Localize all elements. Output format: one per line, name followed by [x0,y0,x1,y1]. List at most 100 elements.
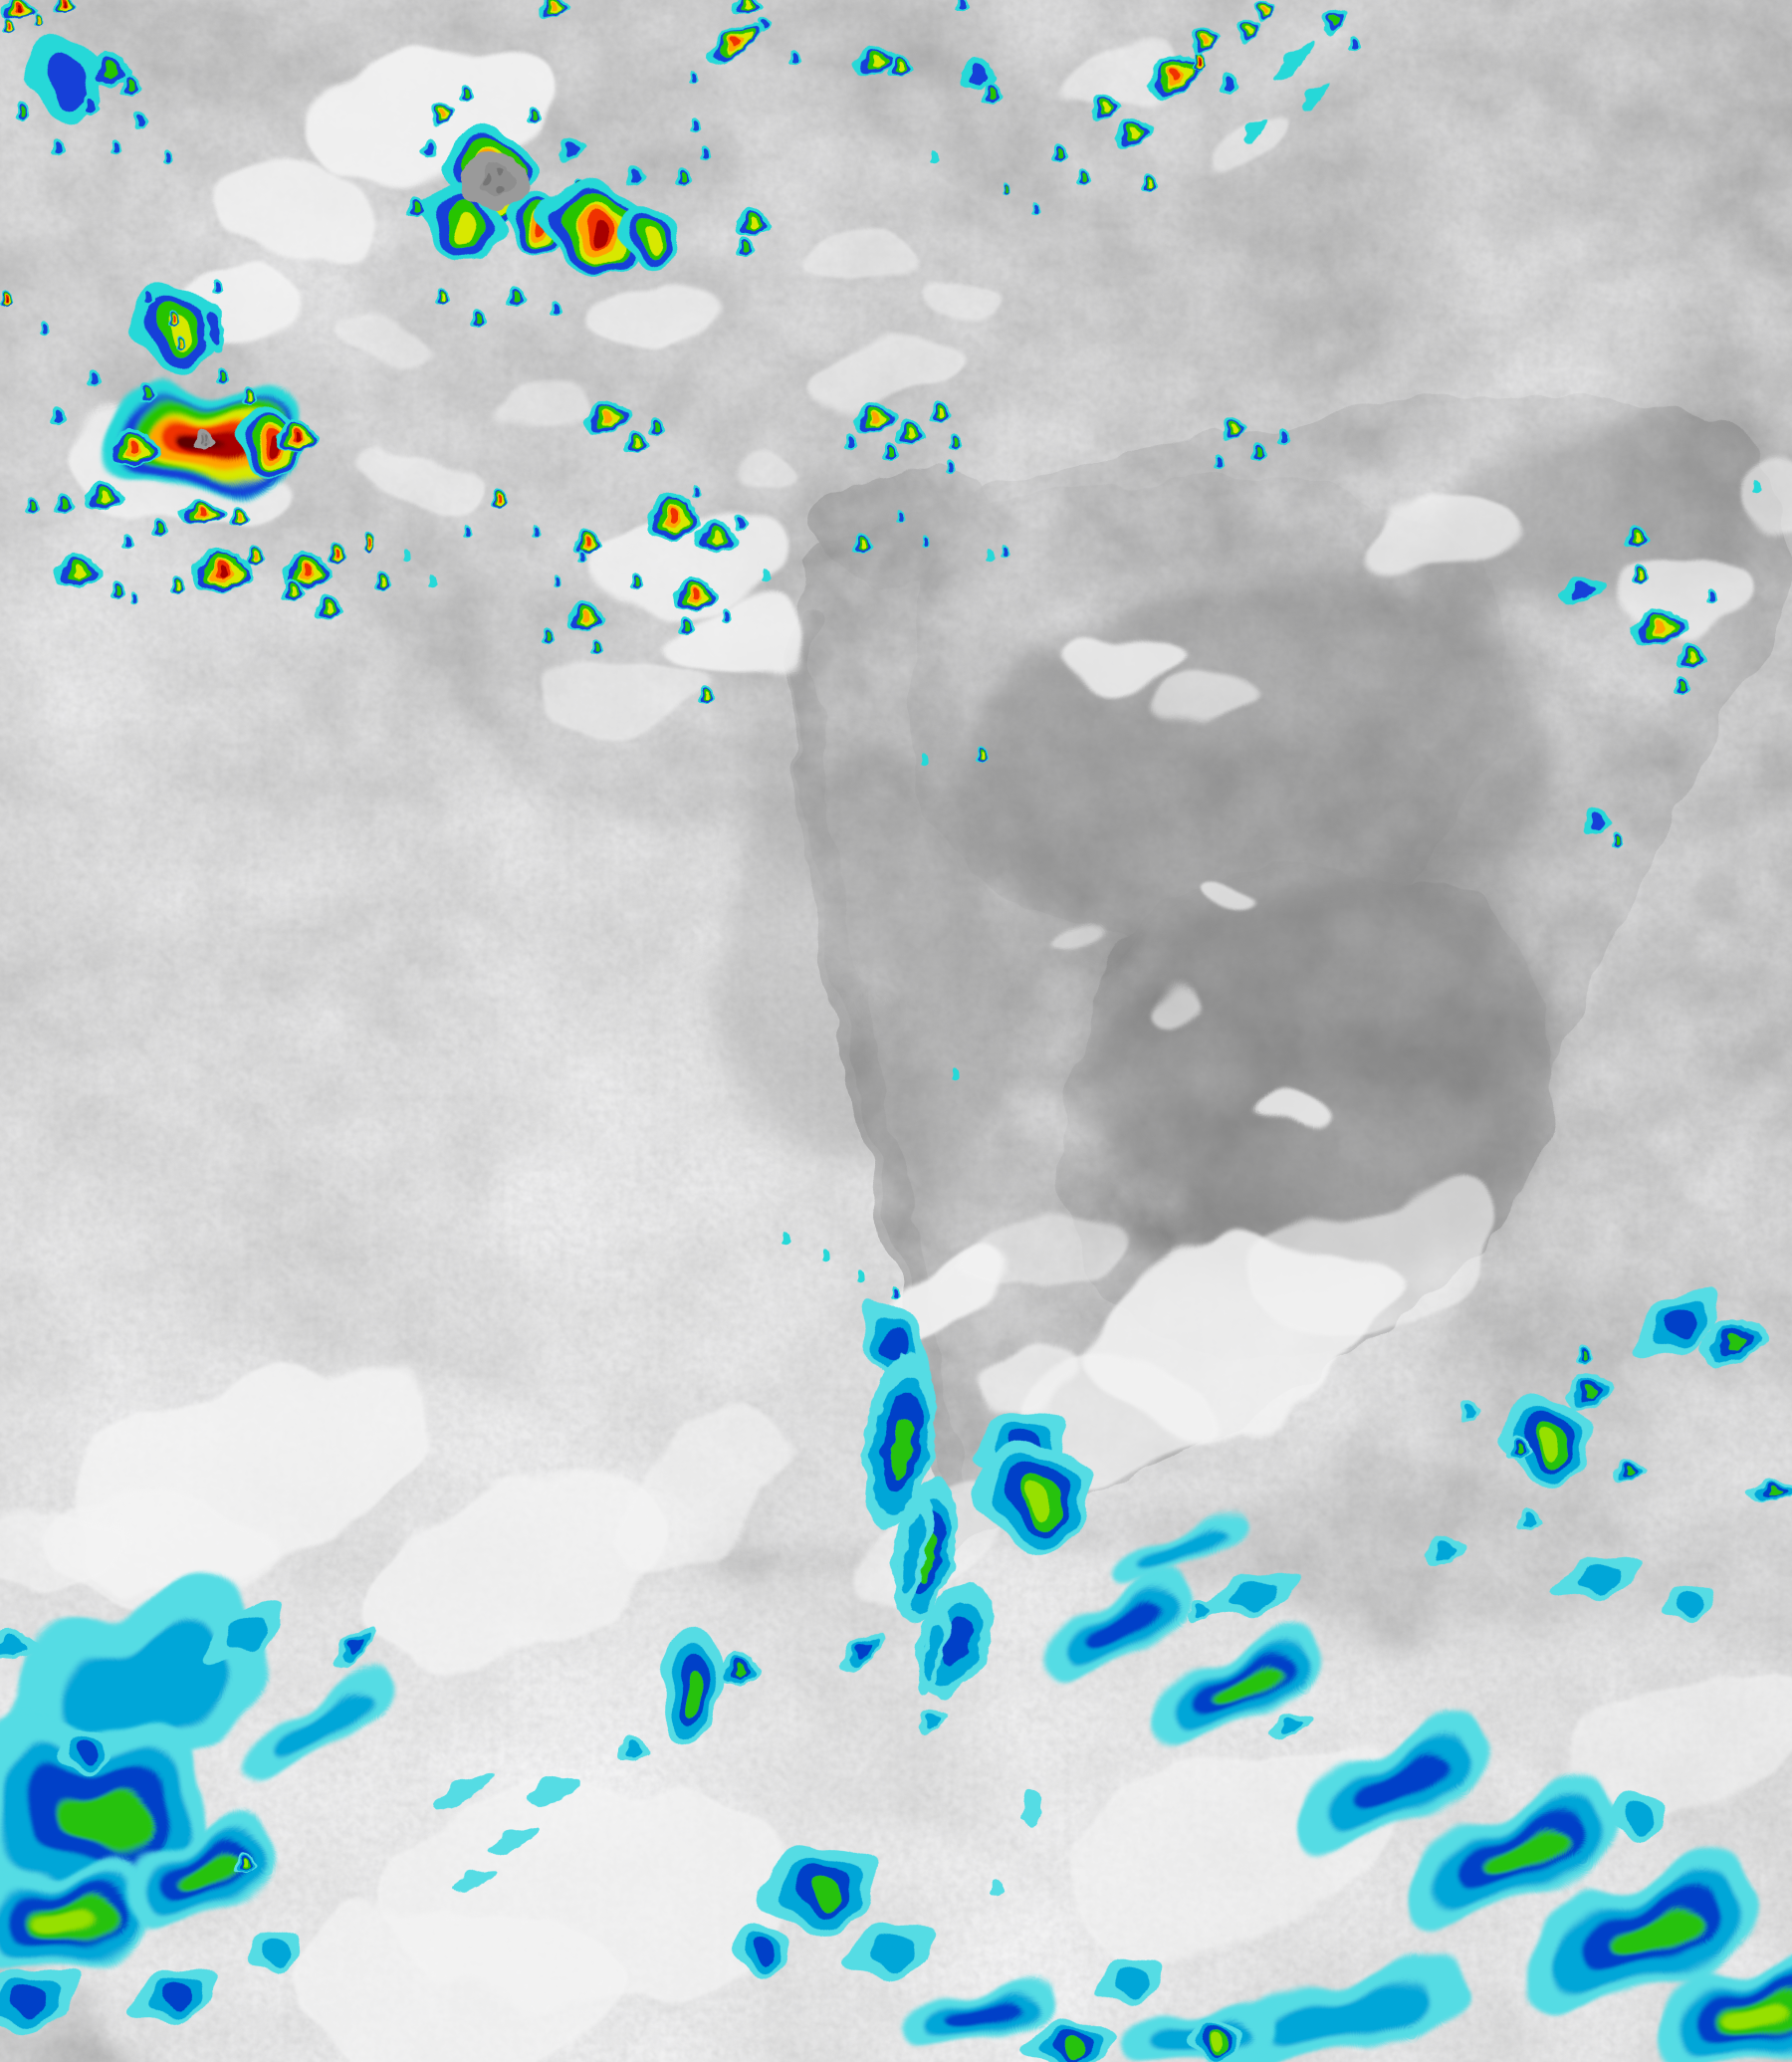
white-cloud-mass [667,607,806,687]
convective-cell-ring [692,124,702,131]
cloud-band-ring [1534,1430,1564,1454]
convective-cell-ring [1202,36,1211,44]
convective-cell [1029,206,1044,215]
convective-cell-ring [1262,7,1269,14]
cloud-band-ring [861,1933,925,1968]
convective-cell [950,1071,963,1080]
white-cloud-mass [970,1209,1125,1284]
convective-cell-ring [1634,536,1645,543]
convective-cell [192,549,253,593]
convective-cell [688,121,705,132]
convective-cell [109,584,129,599]
white-cloud-mass [375,1469,664,1662]
cloud-band [615,1738,652,1761]
cloud-band-ring [923,1625,944,1680]
convective-cell-ring [6,299,11,303]
cloud-band-ring [1433,1543,1459,1560]
cloud-band [50,1727,120,1774]
convective-cell [1704,592,1721,603]
cloud-band [1178,2021,1253,2056]
convective-cell [1191,56,1210,71]
convective-cell [613,207,688,266]
cloud-band-ring [734,1666,750,1678]
cloud-band [1194,1568,1307,1619]
convective-cell-ring [1615,839,1623,845]
convective-cell-ring [762,20,772,29]
convective-cell-ring [1568,582,1599,598]
cloud-band [1653,1581,1723,1622]
cloud-band-ring [924,1714,944,1728]
convective-cell [0,0,39,19]
white-cloud-mass [1065,631,1185,683]
convective-cell [210,283,227,294]
convective-cell-ring [690,77,700,83]
convective-cell [1675,646,1709,669]
cloud-band [1400,1792,1608,1930]
convective-cell-ring [723,615,733,622]
convective-cell-ring [702,152,712,159]
convective-cell-ring [578,556,588,562]
cloud-band-ring [988,1883,1008,1896]
convective-cell [880,446,903,461]
cloud-band-ring [1483,1836,1553,1882]
convective-cell [1220,418,1249,439]
convective-cell [696,689,719,704]
convective-cell-ring [123,541,135,548]
convective-cell [842,437,861,450]
convective-cell [537,0,572,18]
convective-cell-ring [683,624,693,631]
convective-cell-ring [563,142,583,156]
cloud-band [334,1625,376,1669]
convective-cell-ring [512,295,524,303]
cloud-band [1517,1866,1748,2015]
convective-cell [88,54,132,89]
convective-cell-ring [919,757,932,766]
convective-cell-ring [634,580,643,586]
cloud-band [240,1926,309,1973]
convective-cell [1089,95,1123,119]
cloud-band [1505,1439,1536,1460]
convective-cell [780,1236,794,1245]
cloud-band-ring [944,2003,1007,2033]
cloud-band-ring [1213,1673,1267,1711]
white-cloud-mass [1275,1171,1492,1328]
convective-cell-ring [63,4,70,8]
white-cloud-mass [334,303,443,354]
white-cloud-mass [0,1497,129,1593]
convective-cell [974,750,993,763]
cloud-band-ring [1020,1791,1045,1828]
convective-cell [201,302,227,353]
convective-cell [855,1273,868,1282]
convective-cell [758,17,775,31]
cloud-band [916,1709,950,1733]
convective-cell-ring [1653,623,1669,633]
convective-cell-ring [533,531,543,537]
convective-cell [457,89,478,102]
convective-cell-ring [41,328,51,335]
convective-cell [461,529,476,538]
white-cloud-mass [952,1353,1063,1419]
convective-cell-ring [907,430,919,439]
convective-cell [1212,458,1229,469]
convective-cell [489,492,512,509]
convective-cell [1218,76,1242,95]
white-cloud-mass [559,276,736,361]
convective-cell [984,553,999,562]
convective-cell [690,489,705,498]
cloud-band-ring [242,1862,251,1868]
convective-cell-ring [704,695,713,700]
convective-cell [79,99,104,115]
convective-cell-ring [988,91,1000,100]
convective-cell-ring [401,553,414,562]
convective-cell-ring [253,555,260,561]
cloud-band [839,1631,886,1672]
convective-cell [227,511,254,526]
cloud-band-ring [1584,1386,1601,1399]
convective-cell [572,532,605,555]
convective-cell-ring [16,8,25,13]
convective-cell-ring [633,441,644,448]
convective-cell-ring [103,64,121,79]
cloud-band-ring [1135,1533,1213,1575]
convective-cell [468,313,491,328]
convective-cell [557,138,588,160]
